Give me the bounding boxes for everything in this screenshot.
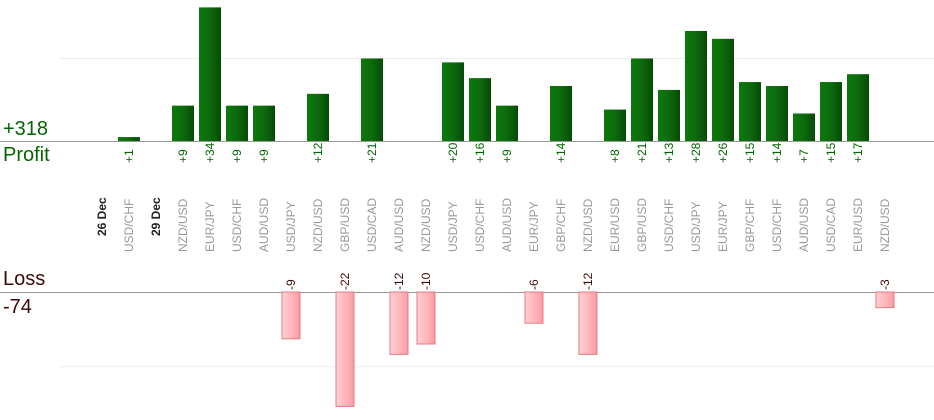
pair-label: USD/CHF — [473, 199, 487, 252]
loss-bar — [335, 291, 355, 407]
pair-label: GBP/USD — [338, 198, 352, 252]
profit-value-label: +8 — [608, 149, 622, 163]
pair-label: USD/CAD — [365, 198, 379, 252]
pair-label: USD/JPY — [689, 201, 703, 252]
profit-value-label: +28 — [689, 142, 703, 163]
pair-label: USD/CHF — [230, 199, 244, 252]
pair-label: NZD/USD — [311, 198, 325, 252]
profit-bar — [361, 58, 383, 141]
pair-label: NZD/USD — [878, 198, 892, 252]
profit-bar — [766, 85, 788, 141]
loss-bar — [875, 291, 895, 309]
date-label: 29 Dec — [149, 197, 163, 236]
profit-value-label: +15 — [824, 142, 838, 163]
profit-bar — [685, 30, 707, 141]
pair-label: USD/JPY — [284, 201, 298, 252]
pair-label: NZD/USD — [419, 198, 433, 252]
loss-value-label: -3 — [878, 279, 892, 290]
loss-value-label: -6 — [527, 279, 541, 290]
profit-bar — [712, 38, 734, 141]
pair-label: EUR/JPY — [716, 201, 730, 252]
pair-label: USD/JPY — [446, 201, 460, 252]
loss-value-label: -12 — [392, 272, 406, 290]
profit-value-label: +21 — [635, 142, 649, 163]
loss-value-label: -22 — [338, 272, 352, 290]
pair-label: GBP/CHF — [743, 199, 757, 252]
loss-value-label: -12 — [581, 272, 595, 290]
profit-value-label: +9 — [230, 149, 244, 163]
profit-value-label: +21 — [365, 142, 379, 163]
profit-value-label: +34 — [203, 142, 217, 163]
loss-label: Loss — [3, 268, 46, 290]
profit-bar — [469, 78, 491, 141]
profit-bar — [604, 109, 626, 141]
loss-bar — [578, 291, 598, 355]
pair-label: GBP/USD — [635, 198, 649, 252]
profit-bar — [118, 137, 140, 141]
profit-value-label: +16 — [473, 142, 487, 163]
pair-label: USD/CHF — [770, 199, 784, 252]
profit-bar — [631, 58, 653, 141]
pair-label: AUD/USD — [392, 198, 406, 252]
profit-label: Profit — [3, 144, 50, 166]
profit-value-label: +17 — [851, 142, 865, 163]
pair-label: AUD/USD — [257, 198, 271, 252]
pair-label: AUD/USD — [797, 198, 811, 252]
profit-value-label: +1 — [122, 149, 136, 163]
pair-label: NZD/USD — [176, 198, 190, 252]
pair-label: USD/CAD — [824, 198, 838, 252]
pair-label: NZD/USD — [581, 198, 595, 252]
profit-value-label: +14 — [770, 142, 784, 163]
profit-value-label: +7 — [797, 149, 811, 163]
date-label: 26 Dec — [95, 197, 109, 236]
profit-bar — [739, 82, 761, 141]
loss-value-label: -9 — [284, 279, 298, 290]
profit-bar — [550, 85, 572, 141]
loss-value-label: -10 — [419, 272, 433, 290]
profit-value-label: +9 — [500, 149, 514, 163]
profit-value-label: +12 — [311, 142, 325, 163]
profit-value-label: +14 — [554, 142, 568, 163]
profit-value-label: +9 — [257, 149, 271, 163]
profit-bar — [226, 105, 248, 141]
profit-bar — [496, 105, 518, 141]
pair-label: USD/CHF — [662, 199, 676, 252]
loss-bar — [281, 291, 301, 340]
profit-bar — [847, 74, 869, 141]
pair-label: EUR/JPY — [527, 201, 541, 252]
profit-bar — [793, 113, 815, 141]
pair-label: EUR/USD — [608, 198, 622, 252]
profit-total: +318 — [3, 118, 49, 140]
profit-bar — [658, 89, 680, 141]
profit-bar — [820, 82, 842, 141]
profit-bar — [307, 93, 329, 141]
profit-value-label: +13 — [662, 142, 676, 163]
pair-label: GBP/CHF — [554, 199, 568, 252]
profit-value-label: +15 — [743, 142, 757, 163]
profit-value-label: +20 — [446, 142, 460, 163]
loss-bar — [416, 291, 436, 345]
profit-value-label: +26 — [716, 142, 730, 163]
pair-label: USD/CHF — [122, 199, 136, 252]
profit-bar — [253, 105, 275, 141]
pair-label: EUR/JPY — [203, 201, 217, 252]
profit-bar — [172, 105, 194, 141]
pair-label: EUR/USD — [851, 198, 865, 252]
profit-bar — [199, 7, 221, 141]
profit-bar — [442, 62, 464, 141]
loss-bar — [524, 291, 544, 324]
profit-value-label: +9 — [176, 149, 190, 163]
pair-label: AUD/USD — [500, 198, 514, 252]
loss-total: -74 — [3, 296, 32, 318]
loss-bar — [389, 291, 409, 355]
